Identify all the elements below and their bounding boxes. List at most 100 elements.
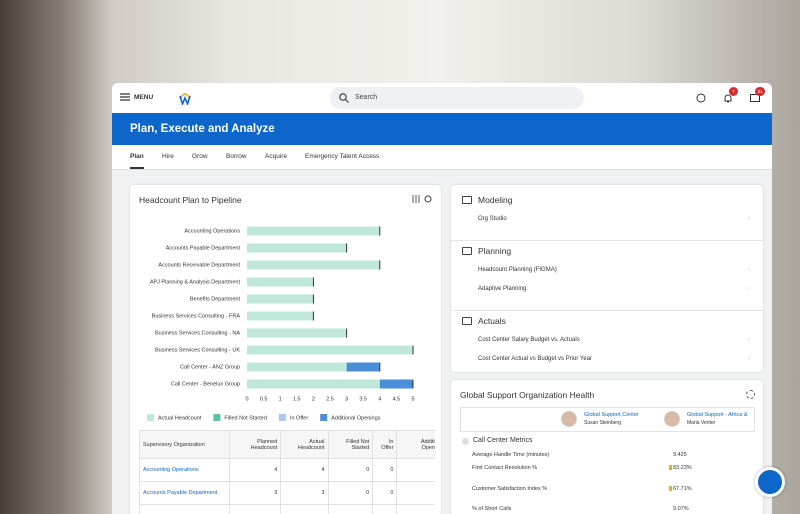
- bar-segment: [247, 311, 314, 321]
- search-placeholder: Search: [355, 94, 378, 101]
- x-tick-label: 0: [245, 396, 248, 402]
- bar-segment: [247, 345, 413, 355]
- flag: [669, 486, 672, 491]
- bar-segment: [247, 226, 380, 236]
- inbox-icon[interactable]: [750, 94, 760, 103]
- table-cell: 4: [280, 458, 329, 482]
- section-title: Actuals: [478, 315, 506, 326]
- table-wrap: Supervisory Organization Planned Headcoun…: [139, 430, 435, 514]
- assistant-button[interactable]: [755, 467, 785, 497]
- links-card: Modeling Org Studio › Planning Headcount Pla…: [451, 185, 763, 372]
- table-cell: 0: [327, 458, 374, 482]
- top-bar: MENU Search 7 31: [112, 83, 772, 113]
- column-header: Actual Headcount: [280, 430, 329, 459]
- table-cell: [280, 504, 329, 514]
- x-tick-label: 3: [345, 396, 348, 402]
- tab-underline: [130, 167, 144, 169]
- tab[interactable]: Hire: [162, 153, 174, 160]
- x-tick-label: 0.5: [260, 396, 268, 402]
- section-icon: [462, 246, 472, 255]
- page-header: Plan, Execute and Analyze: [112, 113, 772, 145]
- section-icon: [462, 316, 472, 325]
- category-label: Accounting Operations: [184, 228, 240, 234]
- tab[interactable]: Emergency Talent Access: [305, 153, 380, 160]
- search-box[interactable]: Search: [330, 87, 584, 109]
- tab[interactable]: Acquire: [265, 153, 288, 160]
- category-label: Accounts Receivable Department: [158, 262, 240, 268]
- header-row: Supervisory Organization Planned Headcoun…: [139, 430, 435, 459]
- x-tick-label: 2.5: [326, 396, 334, 402]
- org-name[interactable]: Global Support - Africa &: [687, 412, 748, 418]
- metrics-title: Call Center Metrics: [473, 437, 533, 444]
- legend-label: Actual Headcount: [158, 415, 202, 421]
- chevron: ›: [748, 336, 750, 343]
- health-card: Global Support Organization Health Global…: [451, 380, 763, 514]
- table-cell: [372, 504, 398, 514]
- table-cell: 4: [228, 458, 282, 482]
- chevron: ›: [748, 286, 750, 292]
- bar-segment: [247, 379, 380, 389]
- bar-segment: [346, 362, 380, 372]
- bullet: [462, 438, 469, 445]
- category-label: Business Services Consulting - FRA: [152, 313, 241, 319]
- column-header: In Offer: [372, 430, 398, 459]
- table-cell: [228, 504, 282, 514]
- section-link[interactable]: Headcount Planning (FIGMA): [478, 266, 557, 273]
- divider: [451, 239, 763, 241]
- chat-icon[interactable]: [696, 93, 706, 103]
- metric-name: Average Handle Time (minutes): [472, 452, 550, 458]
- column-header: Planned Headcount: [228, 430, 282, 459]
- column-header: Additional Openings: [396, 430, 435, 459]
- bell-icon[interactable]: [723, 93, 733, 103]
- notification-badge: 7: [729, 87, 738, 96]
- table-row: Accounting Operations44000: [139, 458, 435, 482]
- bar-segment: [247, 328, 347, 338]
- legend-swatch: [213, 414, 221, 421]
- section-link[interactable]: Cost Center Salary Budget vs. Actuals: [478, 336, 580, 343]
- legend-swatch: [320, 414, 328, 421]
- table-cell[interactable]: Accounts Payable Department: [139, 481, 230, 505]
- x-tick-label: 3.5: [359, 396, 367, 402]
- chevron: ›: [748, 266, 750, 273]
- bar-segment: [247, 243, 347, 253]
- table-cell: 3: [228, 481, 282, 505]
- x-tick-label: 2: [312, 396, 315, 402]
- category-label: Benefits Department: [190, 296, 241, 302]
- metric-name: Customer Satisfaction Index %: [472, 486, 548, 492]
- x-tick-label: 1: [279, 396, 282, 402]
- bar-segment: [247, 277, 314, 287]
- org-avatar: [664, 411, 680, 427]
- chart-tools[interactable]: [412, 194, 434, 204]
- org-avatar: [561, 411, 577, 427]
- org-manager: Susan Steinberg: [584, 420, 621, 426]
- metric-value: 67.71%: [673, 486, 692, 492]
- legend-label: In Offer: [290, 415, 308, 421]
- category-label: Accounts Payable Department: [166, 245, 241, 251]
- org-name[interactable]: Global Support Center: [584, 412, 639, 418]
- menu-label[interactable]: MENU: [134, 94, 154, 101]
- table-cell: [139, 504, 230, 514]
- headcount-card: Headcount Plan to Pipeline Accounting Op…: [130, 185, 441, 514]
- x-tick-label: 4.5: [393, 396, 401, 402]
- legend-swatch: [278, 414, 286, 421]
- chart-title: Headcount Plan to Pipeline: [139, 195, 242, 205]
- logo: [179, 93, 191, 105]
- table-cell: 0: [396, 481, 435, 505]
- category-label: Business Services Consulting - NA: [155, 330, 240, 336]
- table-cell[interactable]: Accounting Operations: [139, 458, 230, 482]
- settings-icon[interactable]: [746, 390, 755, 399]
- menu-icon[interactable]: [120, 93, 130, 101]
- table-cell: 0: [327, 481, 374, 505]
- section-link[interactable]: Cost Center Actual vs Budget vs Prior Ye…: [478, 356, 593, 362]
- tab[interactable]: Plan: [130, 153, 144, 160]
- category-label: Call Center - ANZ Group: [180, 364, 240, 370]
- search-icon: [339, 93, 349, 103]
- section-link[interactable]: Adaptive Planning: [478, 286, 527, 292]
- table-cell: 0: [372, 481, 398, 505]
- section-link[interactable]: Org Studio: [478, 216, 507, 222]
- tab[interactable]: Grow: [192, 153, 208, 160]
- metric-value: 83.23%: [673, 465, 692, 471]
- table-cell: 3: [280, 481, 329, 505]
- tab[interactable]: Borrow: [226, 153, 247, 160]
